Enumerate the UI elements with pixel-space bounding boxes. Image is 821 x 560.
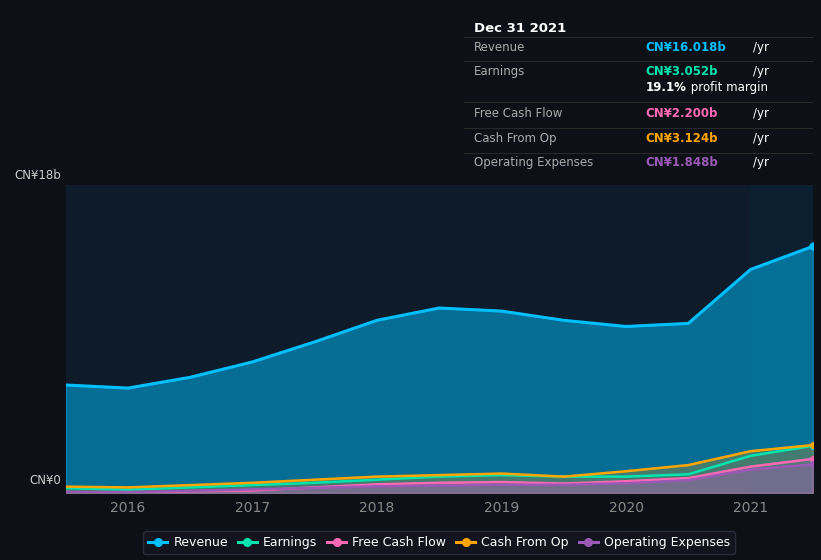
Text: CN¥16.018b: CN¥16.018b xyxy=(645,41,726,54)
Text: /yr: /yr xyxy=(754,41,769,54)
Text: CN¥18b: CN¥18b xyxy=(15,169,62,182)
Text: 19.1%: 19.1% xyxy=(645,81,686,94)
Text: /yr: /yr xyxy=(754,66,769,78)
Legend: Revenue, Earnings, Free Cash Flow, Cash From Op, Operating Expenses: Revenue, Earnings, Free Cash Flow, Cash … xyxy=(144,531,735,554)
Text: Dec 31 2021: Dec 31 2021 xyxy=(475,22,566,35)
Text: profit margin: profit margin xyxy=(687,81,768,94)
Text: CN¥1.848b: CN¥1.848b xyxy=(645,156,718,169)
Text: /yr: /yr xyxy=(754,107,769,120)
Text: /yr: /yr xyxy=(754,156,769,169)
Text: Free Cash Flow: Free Cash Flow xyxy=(475,107,562,120)
Text: CN¥3.124b: CN¥3.124b xyxy=(645,132,718,146)
Text: CN¥3.052b: CN¥3.052b xyxy=(645,66,718,78)
Text: Earnings: Earnings xyxy=(475,66,525,78)
Text: CN¥0: CN¥0 xyxy=(30,474,62,487)
Text: Revenue: Revenue xyxy=(475,41,525,54)
Text: Cash From Op: Cash From Op xyxy=(475,132,557,146)
Text: /yr: /yr xyxy=(754,132,769,146)
Bar xyxy=(750,185,813,493)
Text: Operating Expenses: Operating Expenses xyxy=(475,156,594,169)
Text: CN¥2.200b: CN¥2.200b xyxy=(645,107,718,120)
